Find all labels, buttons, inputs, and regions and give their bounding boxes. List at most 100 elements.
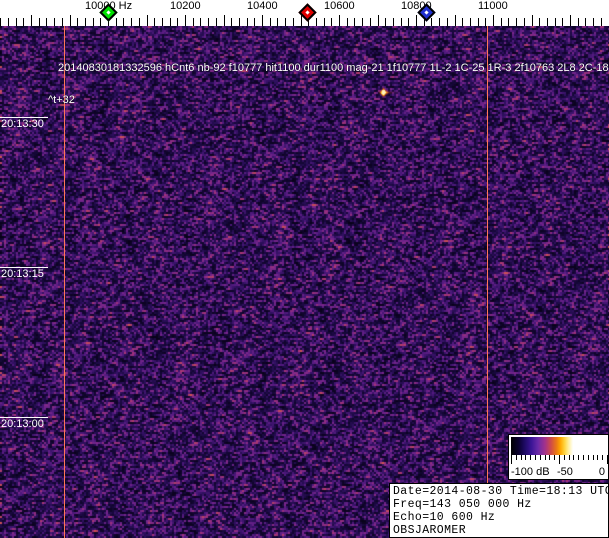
- marker-center-dot: [305, 10, 310, 15]
- colorbar-tick: [559, 455, 560, 464]
- spectrogram-noise-field: [0, 26, 609, 538]
- colorbar-tick: [549, 455, 550, 460]
- freq-tick: [601, 18, 602, 26]
- freq-tick: [424, 18, 425, 26]
- freq-tick: [170, 18, 171, 26]
- freq-tick: [147, 15, 148, 26]
- colorbar-tick: [511, 455, 512, 464]
- freq-tick: [216, 18, 217, 26]
- freq-tick: [478, 18, 479, 26]
- freq-tick-label: 10400: [247, 0, 278, 12]
- freq-tick: [139, 18, 140, 26]
- info-line-date: Date=2014-08-30 Time=18:13 UTC: [393, 485, 609, 498]
- colorbar-tick: [525, 455, 526, 460]
- colorbar-legend: -100 dB -50 0: [508, 434, 609, 480]
- freq-tick: [154, 18, 155, 26]
- freq-tick: [239, 18, 240, 26]
- freq-tick: [231, 18, 232, 26]
- colorbar-tick: [516, 455, 517, 460]
- freq-tick: [62, 18, 63, 26]
- freq-tick: [131, 18, 132, 26]
- time-axis-label: 20:13:15: [1, 268, 44, 280]
- freq-tick-label: 10200: [170, 0, 201, 12]
- freq-tick: [570, 15, 571, 26]
- freq-tick: [316, 18, 317, 26]
- colorbar-tick: [573, 455, 574, 460]
- freq-tick: [555, 18, 556, 26]
- carrier-line-left: [64, 26, 65, 538]
- freq-tick: [516, 18, 517, 26]
- freq-tick: [385, 18, 386, 26]
- colorbar-tick: [535, 455, 536, 460]
- freq-tick: [85, 18, 86, 26]
- freq-tick: [285, 18, 286, 26]
- info-line-observer: OBSJAROMER: [393, 524, 467, 537]
- time-tick-rule: [0, 267, 48, 268]
- freq-tick: [393, 18, 394, 26]
- freq-tick: [578, 18, 579, 26]
- time-axis-label: 20:13:30: [1, 118, 44, 130]
- colorbar-tick: [593, 455, 594, 460]
- freq-tick: [362, 18, 363, 26]
- echo-metadata-line: 20140830181332596 hCnt6 nb-92 f10777 hit…: [58, 62, 609, 74]
- freq-tick: [224, 15, 225, 26]
- colorbar-tick: [597, 455, 598, 460]
- freq-tick: [501, 18, 502, 26]
- freq-tick: [54, 18, 55, 26]
- marker-center-dot: [424, 10, 429, 15]
- freq-tick: [401, 18, 402, 26]
- freq-tick: [185, 15, 186, 26]
- freq-tick: [177, 18, 178, 26]
- colorbar-label-max: 0: [598, 466, 605, 478]
- freq-tick: [247, 18, 248, 26]
- freq-tick: [123, 18, 124, 26]
- colorbar-tick: [545, 455, 546, 460]
- freq-tick: [416, 15, 417, 26]
- freq-tick: [485, 18, 486, 26]
- freq-tick: [193, 18, 194, 26]
- freq-tick: [539, 18, 540, 26]
- freq-tick: [331, 18, 332, 26]
- time-tick-rule: [0, 117, 48, 118]
- freq-tick: [455, 15, 456, 26]
- colorbar-label-mid: -50: [557, 466, 573, 478]
- status-info-box: Date=2014-08-30 Time=18:13 UTC Freq=143 …: [389, 483, 609, 538]
- colorbar-tick: [554, 455, 555, 460]
- freq-tick: [347, 18, 348, 26]
- freq-tick: [447, 18, 448, 26]
- freq-tick: [508, 18, 509, 26]
- colorbar-tick: [602, 455, 603, 460]
- time-offset-label: ^t+32: [48, 94, 75, 106]
- freq-tick: [116, 18, 117, 26]
- freq-tick: [270, 18, 271, 26]
- freq-tick-label: 10600: [324, 0, 355, 12]
- freq-tick: [308, 18, 309, 26]
- freq-tick: [524, 18, 525, 26]
- freq-tick: [301, 15, 302, 26]
- freq-tick: [585, 18, 586, 26]
- freq-tick: [77, 18, 78, 26]
- freq-tick: [439, 18, 440, 26]
- freq-tick: [324, 18, 325, 26]
- freq-tick: [23, 18, 24, 26]
- freq-tick: [470, 18, 471, 26]
- marker-center-dot: [106, 10, 111, 15]
- freq-tick: [462, 18, 463, 26]
- freq-tick: [162, 18, 163, 26]
- freq-tick: [339, 15, 340, 26]
- colorbar-ticks: [511, 455, 608, 465]
- time-axis-label: 20:13:00: [1, 418, 44, 430]
- freq-tick: [208, 18, 209, 26]
- freq-tick: [31, 15, 32, 26]
- colorbar-label-min: -100 dB: [511, 466, 550, 478]
- freq-tick: [532, 15, 533, 26]
- freq-tick: [277, 18, 278, 26]
- freq-tick: [431, 18, 432, 26]
- frequency-axis-ruler: 10000 Hz 10200 10400 10600 10800 11000: [0, 0, 609, 26]
- spectrogram-plot[interactable]: [0, 26, 609, 538]
- freq-tick: [547, 18, 548, 26]
- freq-tick: [100, 18, 101, 26]
- colorbar-tick: [521, 455, 522, 460]
- info-line-freq: Freq=143 050 000 Hz: [393, 498, 532, 511]
